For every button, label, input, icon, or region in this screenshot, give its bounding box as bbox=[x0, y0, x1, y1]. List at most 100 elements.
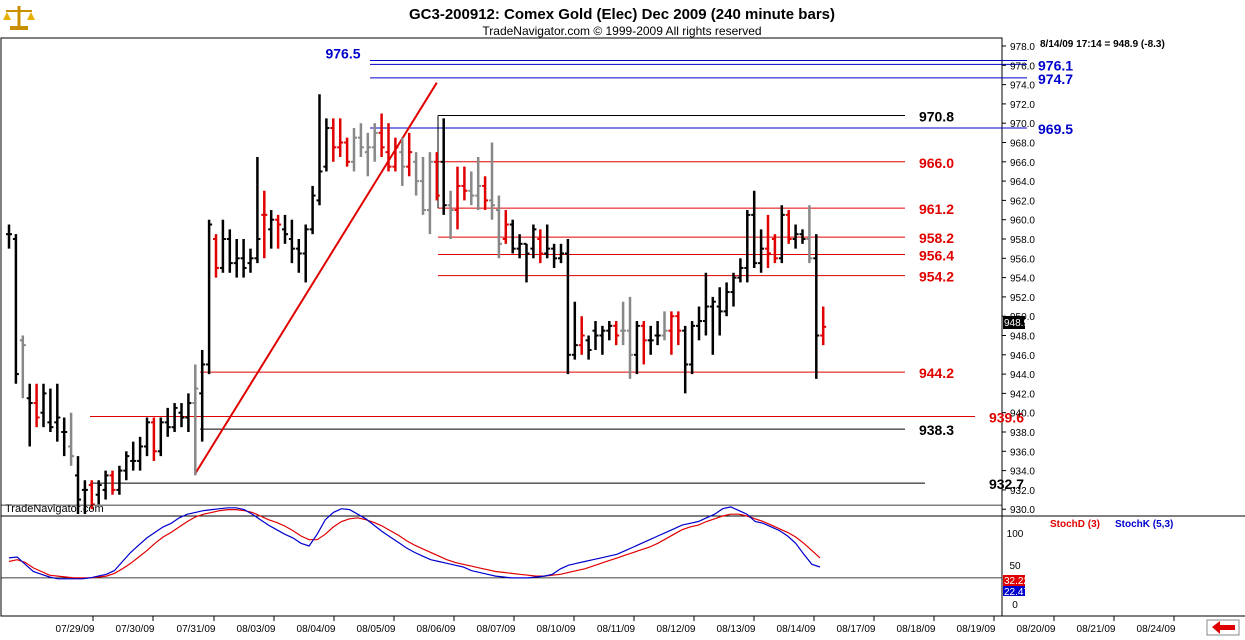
stoch-k-legend: StochK (5,3) bbox=[1115, 519, 1173, 530]
price-bar bbox=[420, 156, 426, 215]
price-bar bbox=[702, 272, 709, 336]
price-bar bbox=[730, 272, 737, 307]
price-bar bbox=[440, 118, 447, 215]
price-bar bbox=[40, 383, 47, 428]
price-bar bbox=[689, 321, 696, 375]
price-bar bbox=[647, 325, 654, 355]
x-tick-label: 08/05/09 bbox=[357, 624, 396, 635]
price-bar bbox=[737, 258, 744, 283]
price-axis: 978.0 976.0 974.0 972.0 970.0 968.0 966.0 964.0… bbox=[1002, 42, 1035, 516]
price-bar bbox=[164, 407, 171, 437]
price-bar bbox=[54, 383, 61, 442]
price-bar bbox=[157, 417, 164, 457]
price-bar bbox=[461, 166, 468, 201]
trendline bbox=[194, 82, 438, 475]
price-bar bbox=[551, 243, 558, 268]
price-bar bbox=[185, 393, 192, 432]
price-bar bbox=[75, 456, 81, 515]
stoch-d-tag-box bbox=[1003, 575, 1025, 586]
level-label: 939.6 bbox=[989, 410, 1024, 426]
price-bar bbox=[502, 210, 509, 244]
price-bar bbox=[351, 128, 357, 172]
y-tick-label: 978.0 bbox=[1010, 42, 1035, 53]
price-bar bbox=[47, 388, 54, 432]
price-bar bbox=[130, 441, 137, 471]
price-bar bbox=[661, 311, 668, 341]
price-bar bbox=[109, 470, 116, 495]
price-bar bbox=[150, 417, 157, 461]
price-bar bbox=[413, 152, 420, 196]
price-bar bbox=[578, 316, 585, 355]
y-tick-label: 960.0 bbox=[1010, 216, 1035, 227]
back-arrow-icon[interactable] bbox=[1206, 619, 1240, 636]
stoch-k-tag: 22.47 bbox=[1004, 587, 1029, 598]
price-bar bbox=[426, 152, 433, 235]
price-bar bbox=[806, 205, 813, 264]
price-bar bbox=[206, 219, 213, 375]
y-tick-label: 964.0 bbox=[1010, 177, 1035, 188]
price-bar bbox=[723, 282, 730, 317]
level-label: 969.5 bbox=[1038, 121, 1073, 137]
y-tick-label: 932.0 bbox=[1010, 486, 1035, 497]
y-tick-label: 948.0 bbox=[1010, 332, 1035, 343]
price-bar bbox=[778, 205, 785, 264]
price-bar bbox=[468, 171, 475, 206]
level-label: 956.4 bbox=[919, 247, 954, 263]
y-tick-label: 962.0 bbox=[1010, 196, 1035, 207]
stoch-series-line bbox=[8, 506, 821, 580]
y-tick-label: 936.0 bbox=[1010, 447, 1035, 458]
y-tick-label: 938.0 bbox=[1010, 428, 1035, 439]
price-bar bbox=[261, 190, 268, 259]
y-tick-label: 944.0 bbox=[1010, 370, 1035, 381]
price-bar bbox=[219, 219, 226, 273]
stoch-series-line bbox=[8, 509, 821, 579]
level-label: 932.7 bbox=[989, 476, 1024, 492]
y-tick-label: 942.0 bbox=[1010, 389, 1035, 400]
price-bar bbox=[26, 383, 33, 447]
x-tick-label: 08/19/09 bbox=[957, 624, 996, 635]
level-label: 954.2 bbox=[919, 269, 954, 285]
price-bar bbox=[509, 219, 516, 254]
price-bar bbox=[233, 239, 240, 278]
x-tick-label: 08/21/09 bbox=[1077, 624, 1116, 635]
price-bar bbox=[323, 118, 330, 172]
price-bar bbox=[123, 451, 130, 481]
price-bar bbox=[19, 335, 26, 399]
price-bar bbox=[709, 296, 716, 355]
price-bar bbox=[385, 123, 392, 172]
price-bar bbox=[247, 248, 254, 273]
price-bar bbox=[675, 311, 682, 346]
price-bar bbox=[751, 190, 758, 268]
x-tick-label: 08/13/09 bbox=[717, 624, 756, 635]
level-label: 966.0 bbox=[919, 155, 954, 171]
price-bar bbox=[88, 480, 95, 510]
price-bar bbox=[240, 239, 247, 278]
price-bar bbox=[137, 436, 144, 471]
price-bar bbox=[654, 321, 661, 346]
trendline-segment bbox=[194, 82, 438, 475]
y-tick-label: 970.0 bbox=[1010, 119, 1035, 130]
x-tick-label: 08/20/09 bbox=[1017, 624, 1056, 635]
price-bar bbox=[495, 195, 502, 259]
stoch-k-tag-box bbox=[1003, 586, 1025, 596]
price-bar bbox=[564, 239, 571, 375]
price-bar bbox=[12, 234, 19, 384]
price-bar bbox=[537, 229, 544, 264]
x-tick-label: 07/29/09 bbox=[56, 624, 95, 635]
price-bar bbox=[454, 166, 461, 230]
x-tick-label: 08/04/09 bbox=[297, 624, 336, 635]
price-bar bbox=[199, 349, 206, 442]
price-bar bbox=[61, 417, 68, 457]
price-bar bbox=[530, 224, 537, 259]
price-bar bbox=[378, 113, 385, 157]
x-tick-label: 08/24/09 bbox=[1137, 624, 1176, 635]
price-bar bbox=[268, 210, 275, 249]
price-bar bbox=[544, 224, 551, 259]
date-axis: 07/29/09 07/30/09 07/31/09 08/03/09 08/04/09… bbox=[56, 616, 1176, 635]
price-bar bbox=[116, 465, 123, 495]
price-bar bbox=[433, 152, 440, 201]
level-label: 944.2 bbox=[919, 365, 954, 381]
price-bar bbox=[785, 210, 792, 244]
price-bar bbox=[337, 118, 344, 157]
